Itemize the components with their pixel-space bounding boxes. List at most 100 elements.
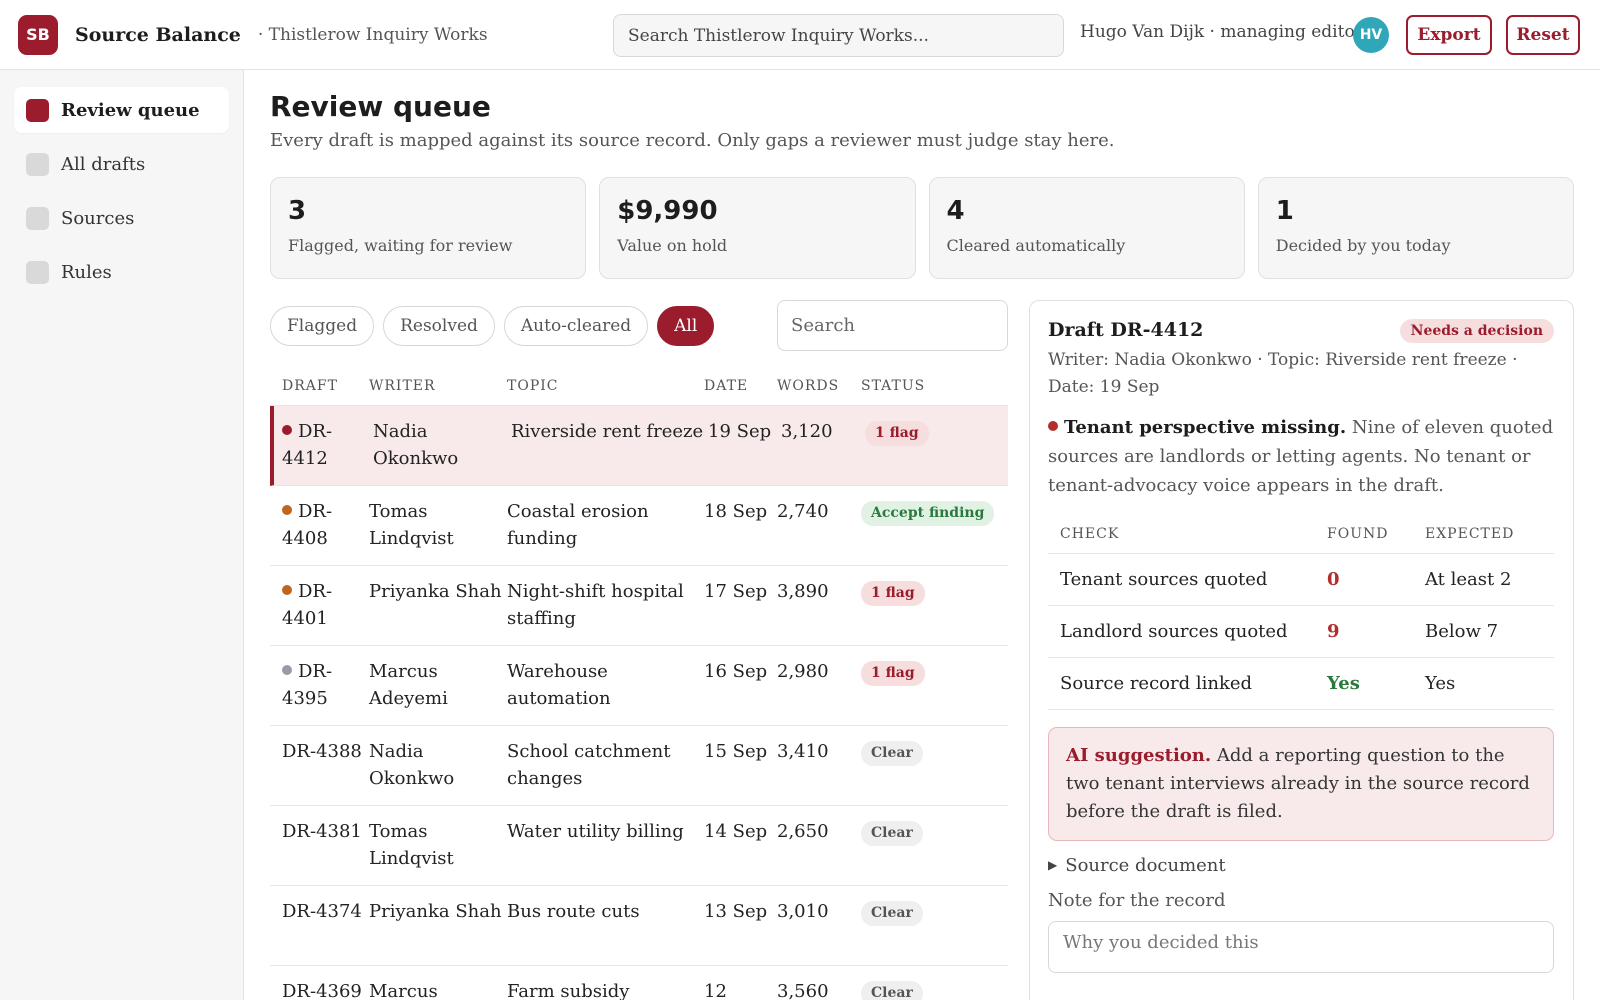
status-badge: 1 flag: [861, 661, 925, 686]
filter-chip-flagged[interactable]: Flagged: [270, 306, 375, 346]
table-row[interactable]: DR-4401 Priyanka Shah Night-shift hospital…: [270, 566, 1008, 646]
square-icon: [26, 152, 49, 176]
sidebar-item-review-queue[interactable]: Review queue: [14, 87, 229, 133]
checks-header-expected: EXPECTED: [1425, 525, 1515, 542]
filter-chip-auto-cleared[interactable]: Auto-cleared: [503, 306, 649, 346]
table-row[interactable]: DR-4374 Priyanka Shah Bus route cuts 13 Sep…: [270, 886, 1008, 966]
date-cell: 18 Sep: [704, 498, 777, 565]
check-name: Tenant sources quoted: [1060, 569, 1268, 590]
check-row: Landlord sources quoted 9 Below 7: [1048, 606, 1554, 658]
finding-text: Nine of eleven quoted sources are landlo…: [1048, 417, 1554, 496]
topic-cell-text: Coastal erosion funding: [507, 501, 649, 549]
words-cell-text: 3,890: [777, 581, 829, 602]
draft-id-text: DR-4374: [282, 901, 362, 922]
status-cell: Clear: [861, 978, 1008, 1000]
topic-cell: Bus route cuts: [507, 898, 704, 965]
sidebar-item-label: Rules: [61, 261, 112, 283]
status-badge: Clear: [861, 981, 923, 1000]
checks-table: CHECK FOUND EXPECTED Tenant sources quot…: [1048, 514, 1554, 710]
words-cell: 2,650: [777, 818, 861, 885]
reset-button[interactable]: Reset: [1506, 15, 1580, 55]
writer-cell: Tomas Lindqvist: [369, 498, 507, 565]
detail-title: Draft DR-4412: [1048, 319, 1204, 341]
check-name: Source record linked: [1060, 673, 1253, 694]
sidebar-item-all-drafts[interactable]: All drafts: [14, 141, 229, 187]
sidebar-item-label: Sources: [61, 207, 135, 229]
check-expected: Yes: [1425, 673, 1456, 694]
table-row[interactable]: DR-4408 Tomas Lindqvist Coastal erosion fu…: [270, 486, 1008, 566]
draft-id: DR-4369: [270, 978, 369, 1000]
checks-header: CHECK FOUND EXPECTED: [1048, 514, 1554, 554]
status-cell: Clear: [861, 898, 1008, 965]
status-cell: 1 flag: [861, 578, 1008, 645]
stat-label: Flagged, waiting for review: [288, 236, 513, 255]
table-row[interactable]: DR-4412 Nadia Okonkwo Riverside rent freez…: [270, 406, 1008, 486]
status-badge: Clear: [861, 901, 923, 926]
column-header-words[interactable]: WORDS: [777, 377, 840, 394]
finding-summary: Tenant perspective missing. Nine of elev…: [1048, 413, 1555, 500]
stats-row: 3 Flagged, waiting for review $9,990 Val…: [270, 177, 1574, 279]
topic-cell-text: Warehouse automation: [507, 661, 611, 709]
draft-id-text: DR-4412: [282, 421, 333, 469]
table-row[interactable]: DR-4369 Marcus Farm subsidy 12 3,560 Clear: [270, 966, 1008, 1000]
writer-cell-text: Priyanka Shah: [369, 901, 502, 922]
writer-cell-text: Nadia Okonkwo: [369, 741, 455, 789]
writer-cell: Priyanka Shah: [369, 898, 507, 965]
avatar[interactable]: HV: [1353, 17, 1389, 53]
source-document-toggle[interactable]: ▶ Source document: [1048, 855, 1555, 876]
ai-suggestion-text: Add a reporting question to the two tena…: [1066, 745, 1530, 822]
date-cell-text: 18 Sep: [704, 501, 768, 522]
filter-chip-resolved[interactable]: Resolved: [383, 306, 495, 346]
table-row[interactable]: DR-4388 Nadia Okonkwo School catchment cha…: [270, 726, 1008, 806]
check-name: Landlord sources quoted: [1060, 621, 1288, 642]
topic-cell: School catchment changes: [507, 738, 704, 805]
status-dot-icon: [282, 425, 292, 435]
stat-label: Cleared automatically: [946, 236, 1126, 255]
topic-cell: Coastal erosion funding: [507, 498, 704, 565]
writer-cell-text: Marcus Adeyemi: [369, 661, 448, 709]
checks-header-check: CHECK: [1060, 525, 1120, 542]
words-cell-text: 3,410: [777, 741, 829, 762]
draft-id: DR-4395: [270, 658, 369, 725]
table-body: DR-4412 Nadia Okonkwo Riverside rent freez…: [270, 406, 1008, 1000]
sidebar-item-sources[interactable]: Sources: [14, 195, 229, 241]
status-badge[interactable]: Accept finding: [861, 501, 995, 526]
topic-cell-text: Water utility billing: [507, 821, 684, 842]
draft-id-text: DR-4381: [282, 821, 362, 842]
draft-id: DR-4408: [270, 498, 369, 565]
export-button[interactable]: Export: [1406, 15, 1492, 55]
column-header-status[interactable]: STATUS: [861, 377, 926, 394]
note-input[interactable]: [1048, 921, 1554, 973]
writer-cell-text: Marcus: [369, 981, 438, 1000]
date-cell: 15 Sep: [704, 738, 777, 805]
draft-id-text: DR-4401: [282, 581, 333, 629]
status-cell: Accept finding: [861, 498, 1008, 565]
date-cell: 13 Sep: [704, 898, 777, 965]
table-row[interactable]: DR-4395 Marcus Adeyemi Warehouse automatio…: [270, 646, 1008, 726]
draft-id: DR-4388: [270, 738, 369, 805]
stat-value: 4: [946, 196, 965, 226]
square-icon: [26, 260, 49, 284]
words-cell-text: 2,980: [777, 661, 829, 682]
column-header-date[interactable]: DATE: [704, 377, 749, 394]
global-search-input[interactable]: [613, 14, 1064, 57]
sidebar-item-rules[interactable]: Rules: [14, 249, 229, 295]
column-header-writer[interactable]: WRITER: [369, 377, 436, 394]
filter-chip-all[interactable]: All: [657, 306, 715, 346]
square-icon: [26, 98, 49, 122]
column-header-draft[interactable]: DRAFT: [282, 377, 338, 394]
checks-header-found: FOUND: [1327, 525, 1389, 542]
topic-cell: Warehouse automation: [507, 658, 704, 725]
app-name: Source Balance: [75, 23, 241, 46]
writer-cell: Tomas Lindqvist: [369, 818, 507, 885]
ai-suggestion-label: AI suggestion.: [1066, 745, 1212, 766]
page-subtitle: Every draft is mapped against its source…: [270, 130, 1115, 151]
column-header-topic[interactable]: TOPIC: [507, 377, 559, 394]
stat-card-value-on-hold: $9,990 Value on hold: [599, 177, 916, 279]
filter-chips: Flagged Resolved Auto-cleared All: [270, 306, 715, 346]
topic-cell-text: Farm subsidy: [507, 981, 630, 1000]
words-cell-text: 3,010: [777, 901, 829, 922]
app-logo: SB: [18, 14, 58, 55]
table-row[interactable]: DR-4381 Tomas Lindqvist Water utility bill…: [270, 806, 1008, 886]
table-search-input[interactable]: [777, 300, 1008, 351]
